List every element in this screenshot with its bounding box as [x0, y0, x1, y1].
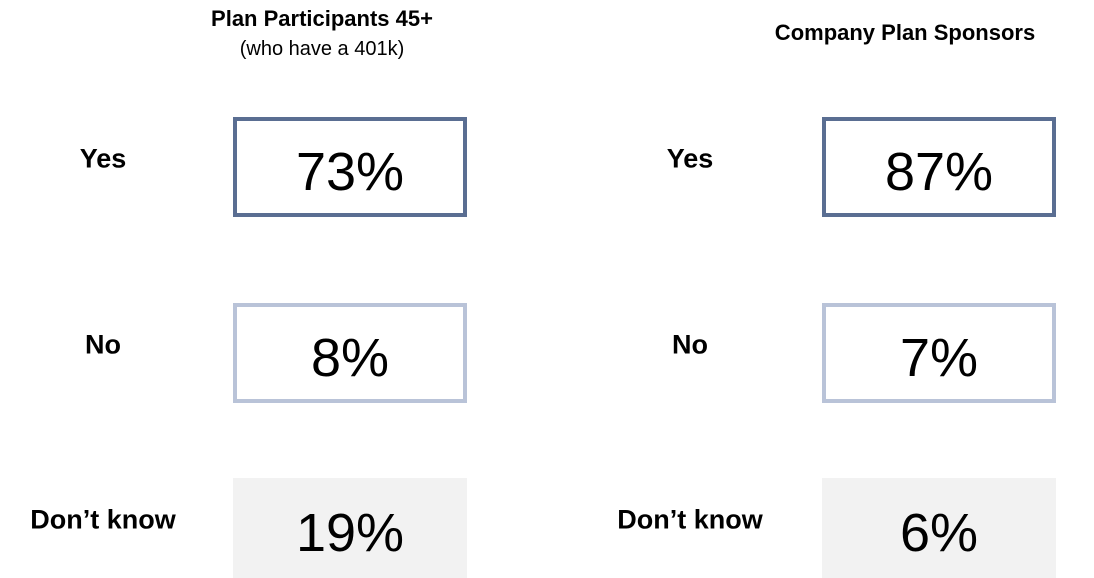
- column-title: Company Plan Sponsors: [774, 20, 1036, 45]
- row-label: Yes: [79, 143, 127, 174]
- value-box: 7%: [822, 303, 1056, 403]
- value-box: 87%: [822, 117, 1056, 217]
- row-label: No: [85, 329, 121, 360]
- column-subtitle: (who have a 401k): [239, 38, 405, 60]
- row-label: Don’t know: [30, 504, 176, 535]
- row-label: Yes: [666, 143, 714, 174]
- value-box: 19%: [233, 478, 467, 578]
- value-box: 8%: [233, 303, 467, 403]
- column-title: Plan Participants 45+: [211, 6, 433, 31]
- value-box: 73%: [233, 117, 467, 217]
- row-label: Don’t know: [617, 504, 763, 535]
- row-label: No: [672, 329, 708, 360]
- value-box: 6%: [822, 478, 1056, 578]
